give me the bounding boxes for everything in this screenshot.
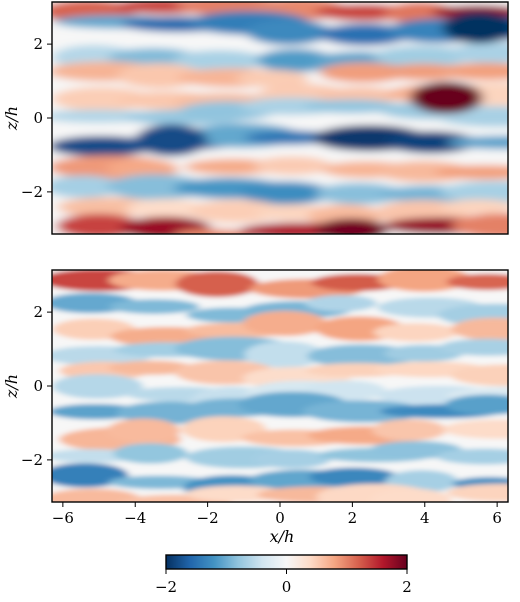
y-ticks-top: −2 0 2 bbox=[21, 35, 52, 201]
x-tick-label: 2 bbox=[348, 509, 358, 527]
streak bbox=[303, 99, 400, 114]
streak bbox=[109, 299, 200, 314]
streak bbox=[315, 218, 388, 234]
streak bbox=[126, 198, 206, 219]
x-axis-label-bottom: x/h bbox=[270, 527, 295, 546]
field-top bbox=[52, 2, 508, 234]
streak bbox=[242, 311, 328, 337]
streak bbox=[305, 295, 377, 312]
colorbar: −2 0 2 bbox=[155, 554, 412, 596]
streak bbox=[309, 467, 399, 487]
streak bbox=[106, 174, 205, 200]
y-tick-label: 2 bbox=[33, 303, 43, 321]
streak bbox=[236, 70, 310, 88]
streak bbox=[175, 270, 259, 298]
streak bbox=[108, 360, 194, 375]
streak bbox=[371, 419, 447, 441]
colorbar-fill bbox=[166, 555, 407, 569]
x-tick-label: 4 bbox=[420, 509, 430, 527]
streak bbox=[256, 48, 334, 73]
streak bbox=[450, 364, 508, 387]
streak bbox=[373, 323, 458, 342]
streak bbox=[446, 483, 508, 502]
y-axis-label-bottom: z/h bbox=[2, 374, 21, 399]
colorbar-tick-label: 0 bbox=[282, 578, 292, 596]
streak bbox=[443, 419, 508, 439]
peak bbox=[443, 11, 508, 44]
streak bbox=[451, 213, 508, 234]
field-blurred bbox=[52, 270, 508, 502]
streak bbox=[244, 130, 335, 145]
streak bbox=[446, 273, 508, 291]
streak bbox=[316, 182, 403, 205]
streak bbox=[52, 374, 143, 399]
streak bbox=[451, 317, 508, 341]
y-axis-label-top: z/h bbox=[2, 106, 21, 131]
streak bbox=[377, 270, 471, 292]
colorbar-ticks: −2 0 2 bbox=[155, 569, 412, 596]
streak bbox=[439, 338, 508, 356]
streak bbox=[189, 199, 283, 223]
streak bbox=[52, 175, 123, 198]
streak bbox=[370, 488, 452, 502]
peak bbox=[410, 81, 483, 114]
y-tick-label: −2 bbox=[21, 451, 43, 469]
streak bbox=[319, 23, 410, 46]
x-tick-label: −2 bbox=[197, 509, 219, 527]
streak bbox=[437, 62, 508, 81]
x-tick-label: 0 bbox=[275, 509, 285, 527]
streak bbox=[106, 158, 179, 180]
streak bbox=[302, 400, 423, 423]
streak bbox=[434, 164, 508, 180]
y-tick-label: 2 bbox=[33, 35, 43, 53]
streak bbox=[436, 448, 508, 465]
y-ticks-bottom: −2 0 2 bbox=[21, 303, 52, 469]
heatmap-panel-bottom: −2 0 2 −6 −4 −2 0 2 4 6 z/h x/h bbox=[2, 269, 509, 546]
streak bbox=[113, 443, 188, 464]
y-tick-label: 0 bbox=[33, 377, 43, 395]
streak bbox=[245, 19, 331, 46]
streak bbox=[451, 41, 508, 65]
colorbar-tick-label: −2 bbox=[155, 578, 177, 596]
heatmap-panel-top: −2 0 2 z/h bbox=[2, 1, 509, 235]
x-tick-label: −6 bbox=[52, 509, 74, 527]
streak bbox=[117, 63, 202, 89]
streak bbox=[440, 199, 508, 214]
streak bbox=[319, 62, 408, 83]
x-ticks-bottom: −6 −4 −2 0 2 4 6 bbox=[52, 502, 502, 527]
streak bbox=[106, 418, 181, 443]
streak bbox=[253, 449, 331, 469]
peak bbox=[135, 124, 208, 157]
x-tick-label: −4 bbox=[124, 509, 146, 527]
y-tick-label: −2 bbox=[21, 183, 43, 201]
streak bbox=[120, 216, 212, 234]
x-tick-label: 6 bbox=[492, 509, 502, 527]
field-bottom bbox=[52, 270, 508, 502]
streak bbox=[386, 131, 478, 154]
streak bbox=[173, 50, 266, 71]
colorbar-tick-label: 2 bbox=[402, 578, 412, 596]
streak bbox=[253, 156, 332, 176]
streak bbox=[244, 341, 325, 368]
field-blurred bbox=[52, 2, 508, 234]
streak bbox=[440, 181, 508, 203]
streak bbox=[52, 488, 141, 502]
streak bbox=[447, 135, 508, 150]
streak bbox=[175, 228, 254, 234]
streak bbox=[445, 394, 508, 415]
streak bbox=[373, 45, 473, 67]
y-tick-label: 0 bbox=[33, 109, 43, 127]
streak bbox=[239, 181, 333, 205]
